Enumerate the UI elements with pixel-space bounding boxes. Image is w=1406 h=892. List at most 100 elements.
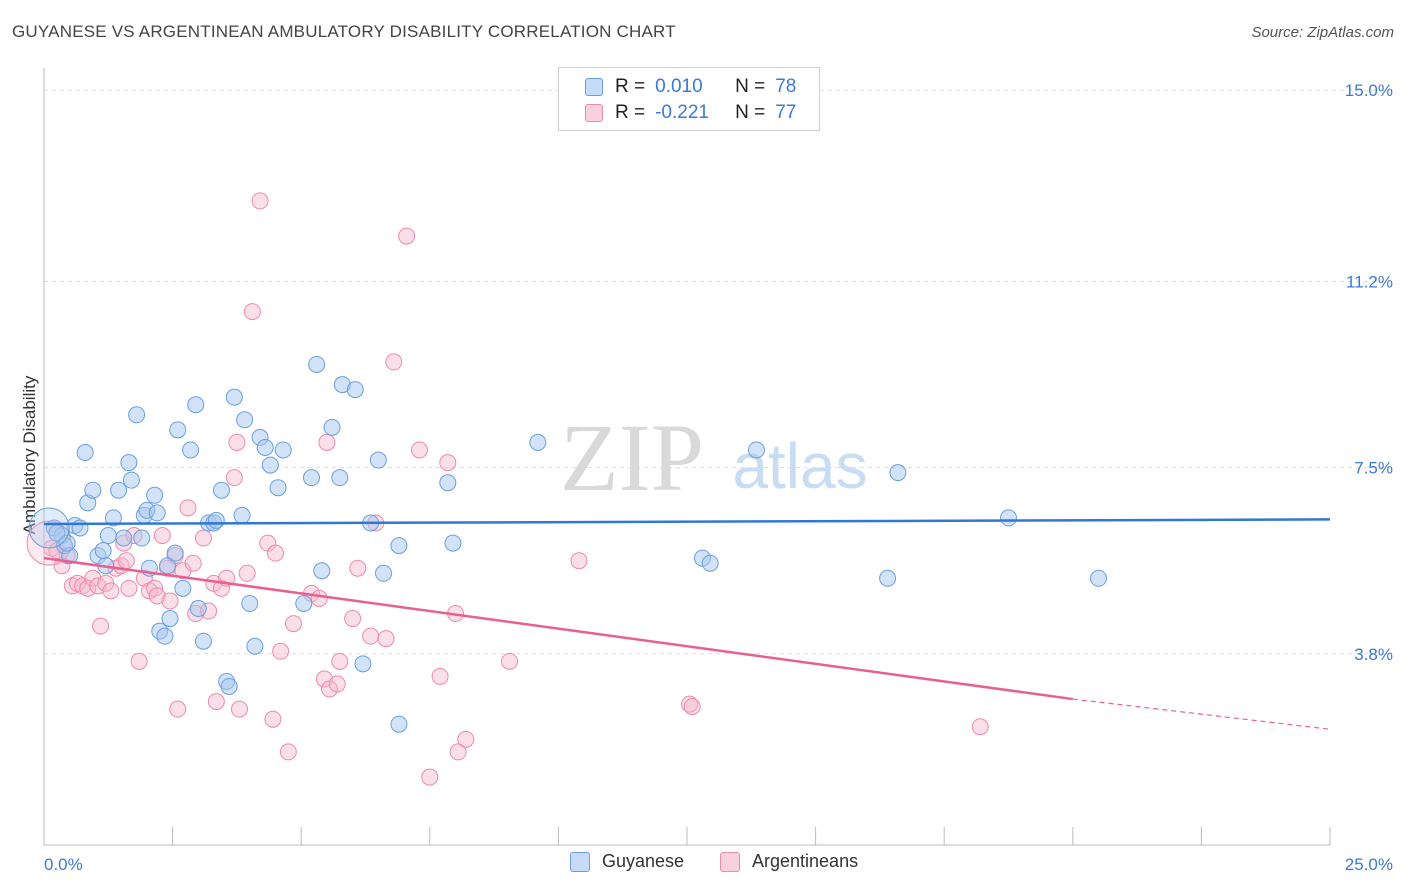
guyanese-point	[274, 441, 292, 459]
trend-lines	[43, 518, 1331, 730]
argentinean-point	[683, 698, 701, 716]
guyanese-point	[747, 441, 765, 459]
guyanese-point	[169, 421, 187, 439]
correlation-legend: R = 0.010 N = 78 R = -0.221 N = 77	[558, 67, 820, 131]
guyanese-point	[174, 579, 192, 597]
axes	[43, 68, 1331, 846]
guyanese-point	[256, 438, 274, 456]
guyanese-point	[84, 481, 102, 499]
guyanese-point	[182, 441, 200, 459]
y-tick-label: 3.8%	[1354, 645, 1393, 664]
argentinean-point	[570, 552, 588, 570]
argentinean-point	[264, 710, 282, 728]
argentinean-point	[212, 579, 230, 597]
guyanese-point	[58, 534, 76, 552]
guyanese-point	[308, 355, 326, 373]
guyanese-point	[128, 406, 146, 424]
n-label: N =	[735, 102, 766, 123]
guyanese-point	[99, 527, 117, 545]
guyanese-point	[295, 594, 313, 612]
guyanese-point	[375, 564, 393, 582]
legend-item-guyanese[interactable]: Guyanese	[570, 851, 684, 872]
series-legend: Guyanese Argentineans	[0, 851, 1406, 877]
guyanese-point	[122, 471, 140, 489]
guyanese-point	[220, 677, 238, 695]
guyanese-point	[166, 544, 184, 562]
argentinean-point	[169, 700, 187, 718]
guyanese-point	[354, 655, 372, 673]
argentinean-point	[184, 554, 202, 572]
guyanese-point	[76, 444, 94, 461]
guyanese-point	[889, 464, 907, 482]
argentinean-point	[411, 441, 429, 459]
n-label: N =	[735, 76, 766, 97]
argentinean-point	[228, 433, 246, 451]
argentinean-point	[362, 627, 380, 645]
argentinean-point	[194, 529, 212, 547]
argentinean-point	[681, 695, 699, 713]
argentinean-point	[377, 630, 395, 648]
argentinean-point	[284, 615, 302, 633]
guyanese-point	[194, 632, 212, 650]
zipatlas-watermark: ZIP atlas	[560, 404, 868, 511]
guyanese-point	[225, 388, 243, 406]
argentinean-point	[117, 552, 135, 570]
argentinean-trend-extension	[1072, 698, 1331, 730]
y-tick-label: 11.2%	[1346, 272, 1393, 291]
argentinean-point	[279, 743, 297, 761]
legend-item-argentineans[interactable]: Argentineans	[720, 851, 858, 872]
guyanese-point	[146, 486, 164, 504]
argentinean-point	[315, 670, 333, 688]
argentinean-point	[179, 499, 197, 517]
legend-label-argentineans: Argentineans	[752, 851, 859, 871]
guyanese-point	[390, 715, 408, 733]
source-label: Source: ZipAtlas.com	[1251, 24, 1394, 41]
argentinean-point	[328, 675, 346, 693]
argentinean-point	[318, 433, 336, 451]
y-tick-label: 7.5%	[1354, 459, 1393, 478]
guyanese-point	[104, 509, 122, 527]
argentinean-point	[120, 579, 138, 597]
guyanese-point	[331, 469, 349, 487]
guyanese-point	[212, 481, 230, 499]
argentinean-point	[398, 227, 416, 245]
guyanese-point	[1000, 509, 1017, 527]
guyanese-point	[246, 637, 264, 655]
argentinean-point	[501, 652, 519, 670]
argentinean-point	[102, 582, 120, 600]
guyanese-point	[233, 506, 251, 524]
argentinean-point	[161, 592, 179, 610]
guyanese-point	[120, 454, 138, 472]
argentinean-point	[148, 587, 166, 605]
argentinean-point	[331, 652, 349, 670]
argentinean-point	[971, 718, 989, 736]
legend-row-argentineans: R = -0.221 N = 77	[585, 101, 796, 125]
argentinean-point	[310, 589, 328, 607]
x-tick-label: 25.0%	[1345, 855, 1393, 874]
guyanese-point	[323, 418, 341, 436]
guyanese-point	[71, 519, 89, 537]
argentinean-point	[449, 743, 467, 761]
legend-label-guyanese: Guyanese	[602, 851, 685, 871]
n-value: 77	[775, 102, 797, 123]
argentinean-trend-line	[43, 556, 1073, 701]
x-tick-label: 0.0%	[44, 855, 83, 874]
argentinean-point	[266, 544, 284, 562]
guyanese-points	[28, 355, 1108, 733]
guyanese-point	[269, 479, 287, 497]
guyanese-point	[161, 610, 179, 628]
argentinean-swatch	[585, 104, 603, 122]
guyanese-point	[701, 554, 719, 572]
guyanese-swatch	[585, 78, 603, 96]
argentinean-point	[225, 469, 243, 487]
guyanese-point	[261, 456, 279, 474]
argentinean-point	[439, 454, 457, 472]
argentinean-point	[385, 353, 403, 371]
argentinean-point	[272, 642, 290, 660]
guyanese-point	[94, 542, 112, 560]
argentinean-point	[230, 700, 248, 718]
r-label: R =	[615, 76, 646, 97]
argentinean-point	[251, 192, 269, 210]
argentinean-point	[238, 564, 256, 582]
